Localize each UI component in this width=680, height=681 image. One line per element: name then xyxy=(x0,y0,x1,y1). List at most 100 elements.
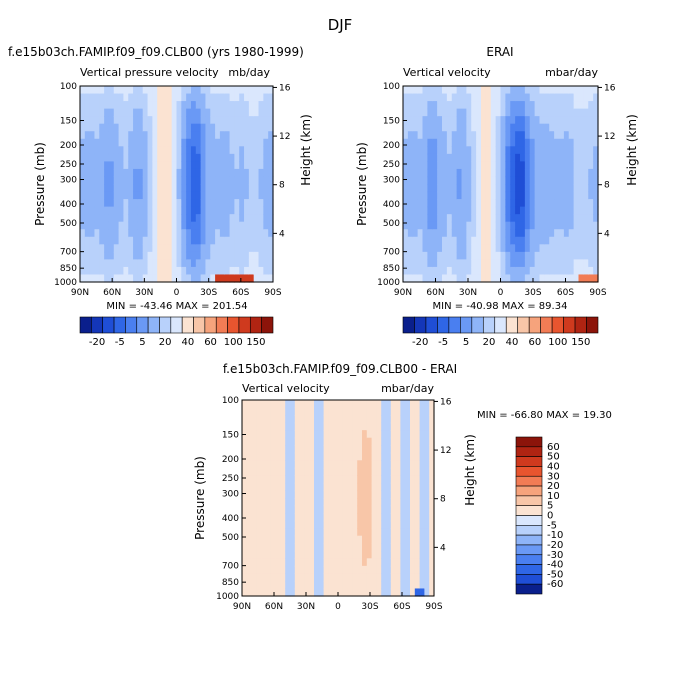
field-cell xyxy=(593,191,599,200)
field-cell xyxy=(157,184,163,193)
field-cell xyxy=(290,558,296,567)
field-cell xyxy=(342,543,349,552)
field-cell xyxy=(290,498,296,507)
field-cell xyxy=(280,415,286,424)
field-cell xyxy=(80,153,86,162)
field-cell xyxy=(371,415,377,424)
field-cell xyxy=(190,206,197,215)
field-cell xyxy=(366,543,373,552)
field-cell xyxy=(442,229,448,238)
field-cell xyxy=(471,184,477,193)
field-cell xyxy=(239,214,245,223)
field-cell xyxy=(466,153,472,162)
field-cell xyxy=(371,490,377,499)
field-cell xyxy=(118,138,125,147)
field-cell xyxy=(410,467,416,476)
field-cell xyxy=(437,86,443,95)
field-cell xyxy=(427,259,433,268)
field-cell xyxy=(84,251,91,260)
field-cell xyxy=(270,460,277,469)
field-cell xyxy=(362,588,368,597)
field-cell xyxy=(485,251,492,260)
field-cell xyxy=(412,108,419,117)
y-tick-label: 300 xyxy=(383,176,400,186)
field-cell xyxy=(328,475,334,484)
field-cell xyxy=(593,101,599,110)
field-cell xyxy=(99,146,105,155)
field-cell xyxy=(559,176,565,185)
colorbar-swatch xyxy=(515,544,543,556)
field-cell xyxy=(224,274,231,283)
field-cell xyxy=(215,123,221,132)
colorbar-label: 20 xyxy=(483,337,496,348)
field-cell xyxy=(171,214,178,223)
field-cell xyxy=(157,206,163,215)
field-cell xyxy=(554,131,560,140)
field-cell xyxy=(466,101,472,110)
field-cell xyxy=(333,580,339,590)
field-cell xyxy=(593,123,599,132)
field-cell xyxy=(419,400,425,409)
field-cell xyxy=(268,161,274,170)
field-cell xyxy=(89,176,96,185)
field-cell xyxy=(573,259,580,268)
left-label: Vertical pressure velocity xyxy=(80,66,219,79)
field-cell xyxy=(386,543,392,552)
field-cell xyxy=(456,131,463,140)
field-cell xyxy=(215,251,221,260)
field-cell xyxy=(246,452,253,461)
field-cell xyxy=(89,244,96,253)
field-cell xyxy=(123,206,129,215)
field-cell xyxy=(520,244,526,253)
field-cell xyxy=(529,93,536,102)
field-cell xyxy=(270,550,277,559)
field-cell xyxy=(588,101,594,110)
field-cell xyxy=(524,153,531,162)
field-cell xyxy=(451,191,458,200)
field-cell xyxy=(593,138,599,147)
field-cell xyxy=(219,214,226,223)
field-cell xyxy=(280,565,286,574)
field-cell xyxy=(285,565,291,574)
colorbar-swatch xyxy=(515,554,543,565)
field-cell xyxy=(104,221,110,230)
field-cell xyxy=(437,251,443,260)
field-cell xyxy=(429,558,435,567)
field-cell xyxy=(113,168,120,178)
field-cell xyxy=(568,138,575,147)
field-cell xyxy=(256,437,262,446)
field-cell xyxy=(104,199,110,208)
field-cell xyxy=(451,161,458,170)
field-cell xyxy=(338,452,344,461)
field-cell xyxy=(342,550,349,559)
field-cell xyxy=(181,229,187,238)
field-cell xyxy=(171,176,178,185)
field-cell xyxy=(500,123,506,132)
field-cell xyxy=(323,520,329,529)
field-cell xyxy=(239,274,245,283)
field-cell xyxy=(270,573,277,582)
field-cell xyxy=(424,490,430,499)
field-cell xyxy=(485,101,492,110)
field-cell xyxy=(304,498,310,507)
field-cell xyxy=(466,206,472,215)
field-cell xyxy=(559,244,565,253)
field-cell xyxy=(99,229,105,238)
field-cell xyxy=(432,251,438,260)
field-cell xyxy=(290,415,296,424)
field-cell xyxy=(461,214,467,223)
field-cell xyxy=(583,116,589,125)
field-cell xyxy=(80,274,86,283)
field-cell xyxy=(371,543,377,552)
field-cell xyxy=(162,116,168,125)
field-cell xyxy=(405,452,411,461)
field-cell xyxy=(285,415,291,424)
field-cell xyxy=(466,229,472,238)
field-cell xyxy=(200,138,207,147)
field-cell xyxy=(471,221,477,230)
field-cell xyxy=(419,407,425,416)
field-cell xyxy=(490,236,497,245)
field-cell xyxy=(229,168,235,178)
field-cell xyxy=(417,236,424,245)
field-cell xyxy=(99,176,105,185)
